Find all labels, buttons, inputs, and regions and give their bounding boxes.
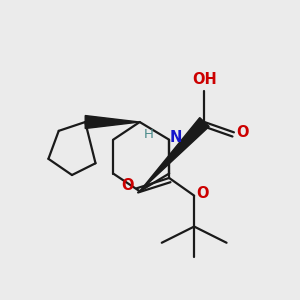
Text: H: H bbox=[144, 128, 154, 141]
Text: N: N bbox=[169, 130, 182, 145]
Text: O: O bbox=[121, 178, 134, 194]
Text: O: O bbox=[236, 125, 248, 140]
Text: O: O bbox=[196, 186, 209, 201]
Polygon shape bbox=[140, 118, 209, 191]
Polygon shape bbox=[85, 116, 140, 128]
Text: OH: OH bbox=[192, 72, 217, 87]
